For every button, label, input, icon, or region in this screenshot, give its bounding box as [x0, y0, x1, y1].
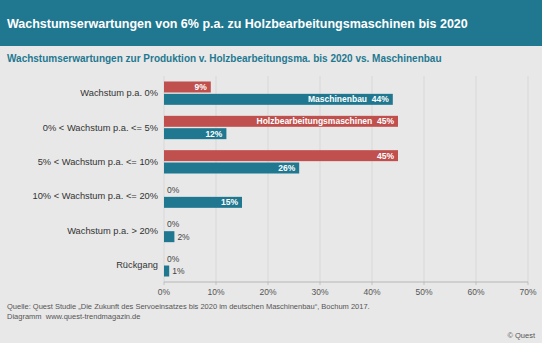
tick-mark [424, 282, 425, 285]
bar [164, 184, 165, 195]
grid-line [476, 76, 477, 282]
grid-line [164, 76, 165, 282]
value-label: 0% [167, 219, 180, 229]
value-label: 0% [167, 185, 180, 195]
grid-line [528, 76, 529, 282]
data-label: 0% [167, 254, 180, 264]
data-label: 45% [377, 151, 394, 161]
value-label: 44% [372, 94, 389, 104]
series-name: Maschinenbau [308, 94, 372, 104]
bar [164, 219, 165, 230]
category-label: Wachstum p.a. 0% [80, 88, 158, 98]
chart: Wachstumserwartungen von 6% p.a. zu Holz… [0, 0, 542, 343]
tick-label: 50% [415, 287, 432, 297]
footer-text: © Quest [507, 331, 536, 340]
data-label: 9% [195, 82, 208, 92]
footer-text: Quelle: Quest Studie „Die Zukunft des Se… [7, 302, 370, 311]
subtitle: Wachstumserwartungen zur Produktion v. H… [7, 53, 442, 64]
category-label: 10% < Wachstum p.a. <= 20% [33, 191, 159, 201]
bar [164, 253, 165, 264]
tick-label: 10% [207, 287, 224, 297]
data-label: 15% [221, 197, 238, 207]
tick-mark [320, 282, 321, 285]
value-label: 45% [377, 116, 394, 126]
tick-label: 40% [363, 287, 380, 297]
bar [164, 128, 226, 139]
value-label: 15% [221, 197, 238, 207]
tick-label: 60% [467, 287, 484, 297]
value-label: 12% [205, 129, 222, 139]
bar [164, 94, 393, 105]
grid-line [268, 76, 269, 282]
value-label: 9% [195, 82, 208, 92]
bar [164, 150, 398, 161]
series-name: Holzbearbeitungsmaschinen [257, 116, 377, 126]
bar [164, 81, 211, 92]
data-label: Maschinenbau 44% [308, 94, 389, 104]
tick-mark [528, 282, 529, 285]
bars [164, 81, 398, 276]
data-label: 26% [278, 163, 295, 173]
value-label: 26% [278, 163, 295, 173]
background [0, 0, 542, 343]
value-label: 1% [172, 266, 185, 276]
grid-line [424, 76, 425, 282]
data-label: 12% [205, 129, 222, 139]
grid-line [216, 76, 217, 282]
category-label: 5% < Wachstum p.a. <= 10% [38, 157, 158, 167]
tick-mark [476, 282, 477, 285]
tick-mark [372, 282, 373, 285]
data-labels: 9%Holzbearbeitungsmaschinen 45%45%0%0%0%… [167, 82, 394, 276]
tick-mark [268, 282, 269, 285]
data-label: 1% [172, 266, 185, 276]
tick-label: 20% [259, 287, 276, 297]
tick-label: 0% [158, 287, 171, 297]
value-label: 2% [177, 232, 190, 242]
data-label: 0% [167, 219, 180, 229]
bar [164, 266, 169, 277]
data-label: Holzbearbeitungsmaschinen 45% [257, 116, 395, 126]
category-label: Wachstum p.a. > 20% [67, 226, 158, 236]
value-label: 45% [377, 151, 394, 161]
grid [164, 76, 528, 282]
tick-mark [216, 282, 217, 285]
tick-label: 30% [311, 287, 328, 297]
bar [164, 116, 398, 127]
tick-label: 70% [519, 287, 536, 297]
category-label: Rückgang [116, 260, 158, 270]
tick-mark [164, 282, 165, 285]
data-label: 2% [177, 232, 190, 242]
bar [164, 231, 174, 242]
title: Wachstumserwartungen von 6% p.a. zu Holz… [7, 17, 468, 31]
category-label: 0% < Wachstum p.a. <= 5% [43, 123, 158, 133]
value-label: 0% [167, 254, 180, 264]
data-label: 0% [167, 185, 180, 195]
bar [164, 163, 299, 174]
grid-line [372, 76, 373, 282]
footer-text: Diagramm www.quest-trendmagazin.de [7, 312, 140, 321]
x-axis-line [164, 282, 528, 283]
bar [164, 197, 242, 208]
grid-line [320, 76, 321, 282]
title-bar [0, 0, 542, 46]
